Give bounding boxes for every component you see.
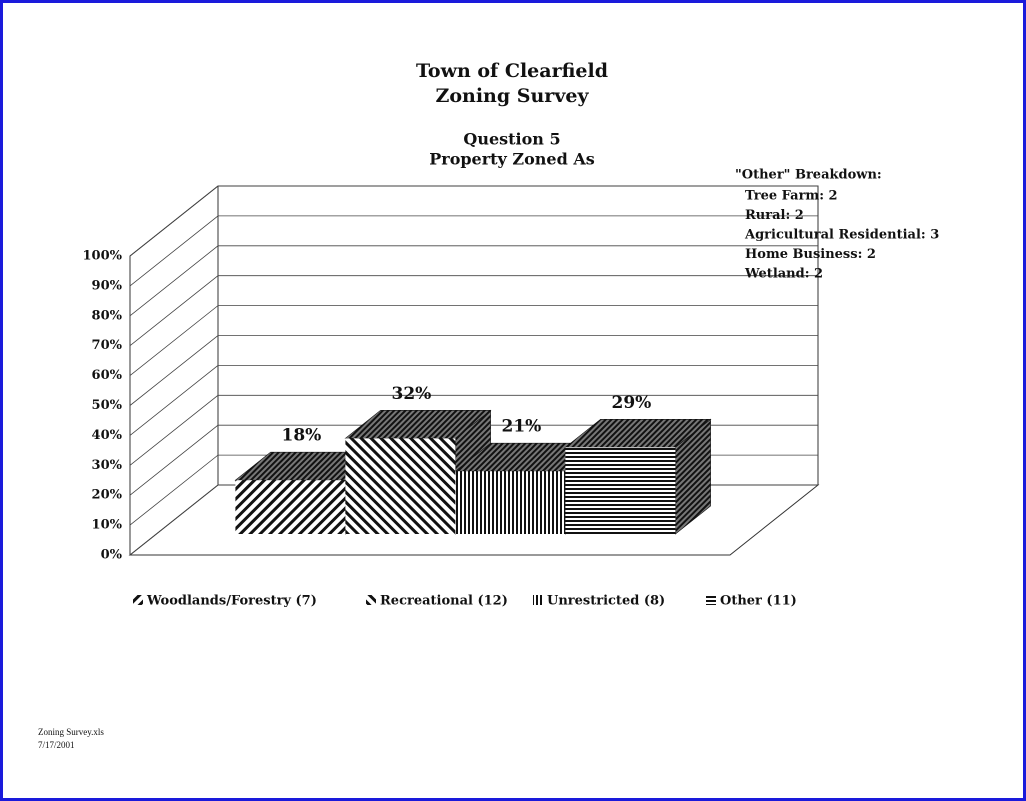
legend-label: Recreational (12) — [380, 594, 508, 609]
y-tick-label: 70% — [92, 338, 123, 353]
y-tick-label: 20% — [92, 488, 123, 503]
grid-line — [129, 305, 818, 376]
annotation-line: Home Business: 2 — [745, 247, 876, 262]
y-tick-label: 30% — [92, 458, 123, 473]
y-tick-label: 10% — [92, 518, 123, 533]
bar — [565, 447, 676, 534]
bar — [455, 471, 566, 534]
chart-title: Town of Clearfield — [416, 60, 608, 82]
y-tick-label: 80% — [92, 308, 123, 323]
y-tick-label: 40% — [92, 428, 123, 443]
annotation-line: Wetland: 2 — [744, 267, 823, 282]
legend-label: Unrestricted (8) — [547, 594, 665, 609]
y-tick-label: 0% — [101, 548, 123, 563]
legend-swatch — [706, 595, 716, 605]
chart-subtitle: Question 5 — [463, 130, 560, 149]
grid-line — [129, 364, 818, 436]
legend-label: Other (11) — [720, 594, 797, 609]
y-tick-label: 100% — [83, 249, 123, 264]
value-label: 32% — [391, 384, 431, 404]
annotation-line: Agricultural Residential: 3 — [744, 228, 939, 243]
annotation-heading: "Other" Breakdown: — [735, 168, 882, 183]
footer: 7/17/2001 — [38, 740, 75, 750]
grid-line — [129, 245, 818, 317]
chart-title: Zoning Survey — [435, 85, 589, 107]
legend-swatch — [366, 595, 376, 605]
bar — [235, 480, 346, 534]
grid-line — [129, 215, 818, 287]
value-label: 29% — [611, 393, 651, 413]
annotation-line: Tree Farm: 2 — [745, 189, 838, 204]
y-tick-label: 60% — [92, 368, 123, 383]
y-tick-label: 50% — [92, 398, 123, 413]
grid-line — [129, 394, 818, 466]
chart-subtitle: Property Zoned As — [429, 150, 595, 169]
legend-swatch — [133, 595, 143, 605]
grid-line — [129, 185, 818, 257]
grid-line — [129, 335, 818, 406]
annotation-line: Rural: 2 — [745, 208, 804, 223]
y-tick-label: 90% — [92, 278, 123, 293]
value-label: 21% — [501, 417, 541, 437]
value-label: 18% — [281, 426, 321, 446]
grid-line — [129, 275, 818, 347]
footer: Zoning Survey.xls — [38, 727, 104, 737]
legend-swatch — [533, 595, 543, 605]
bar — [345, 438, 456, 534]
legend-label: Woodlands/Forestry (7) — [146, 594, 317, 609]
